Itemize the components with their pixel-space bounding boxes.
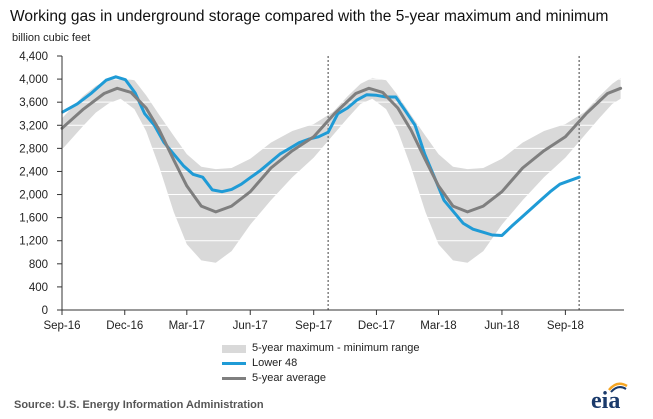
- x-tick-label: Jun-17: [233, 320, 268, 332]
- range-band-layer: [62, 77, 621, 263]
- range-band: [62, 77, 621, 263]
- y-tick-label: 3,600: [19, 97, 48, 109]
- y-tick-label: 4,400: [19, 51, 48, 63]
- x-tick-label: Dec-16: [106, 320, 143, 332]
- legend-label-range: 5-year maximum - minimum range: [252, 342, 420, 354]
- gridlines: [62, 55, 624, 288]
- y-tick-label: 2,400: [19, 166, 48, 178]
- source-note: Source: U.S. Energy Information Administ…: [14, 399, 264, 411]
- y-tick-label: 0: [42, 305, 48, 317]
- x-tick-label: Sep-17: [295, 320, 332, 332]
- legend-label-average: 5-year average: [252, 372, 326, 384]
- series-line-lower48: [61, 75, 581, 237]
- tick-labels: 0 400 800 1,200 1,600 2,000 2,400 2,800 3,200 3,6…: [19, 51, 584, 332]
- x-tick-label: Mar-17: [169, 320, 205, 332]
- axes: [57, 55, 624, 315]
- series-line-average: [60, 86, 623, 214]
- x-tick-label: Dec-17: [358, 320, 395, 332]
- x-tick-label: Jun-18: [484, 320, 519, 332]
- logo-text: eia: [591, 388, 621, 414]
- y-tick-label: 3,200: [19, 120, 48, 132]
- legend-label-lower48: Lower 48: [252, 357, 298, 369]
- y-tick-label: 1,600: [19, 213, 48, 225]
- logo-arc-icon: [608, 382, 628, 391]
- y-tick-label: 2,000: [19, 190, 48, 202]
- x-tick-label: Sep-18: [547, 320, 584, 332]
- legend-swatch-average: [222, 377, 246, 380]
- y-tick-label: 800: [29, 259, 48, 271]
- y-tick-label: 2,800: [19, 143, 48, 155]
- legend-swatch-range: [222, 345, 246, 353]
- y-tick-label: 400: [29, 282, 48, 294]
- y-tick-label: 1,200: [19, 236, 48, 248]
- eia-logo-mark: [608, 382, 628, 393]
- series-lines: [60, 75, 623, 237]
- eia-logo[interactable]: eia: [587, 378, 639, 414]
- y-tick-label: 4,000: [19, 74, 48, 86]
- x-tick-label: Sep-16: [43, 320, 80, 332]
- legend-swatch-lower48: [222, 362, 246, 365]
- y-axis-unit-label: billion cubic feet: [12, 32, 91, 44]
- x-tick-label: Mar-18: [420, 320, 456, 332]
- chart-title: Working gas in underground storage compa…: [10, 8, 609, 25]
- logo-arc-icon: [610, 386, 627, 393]
